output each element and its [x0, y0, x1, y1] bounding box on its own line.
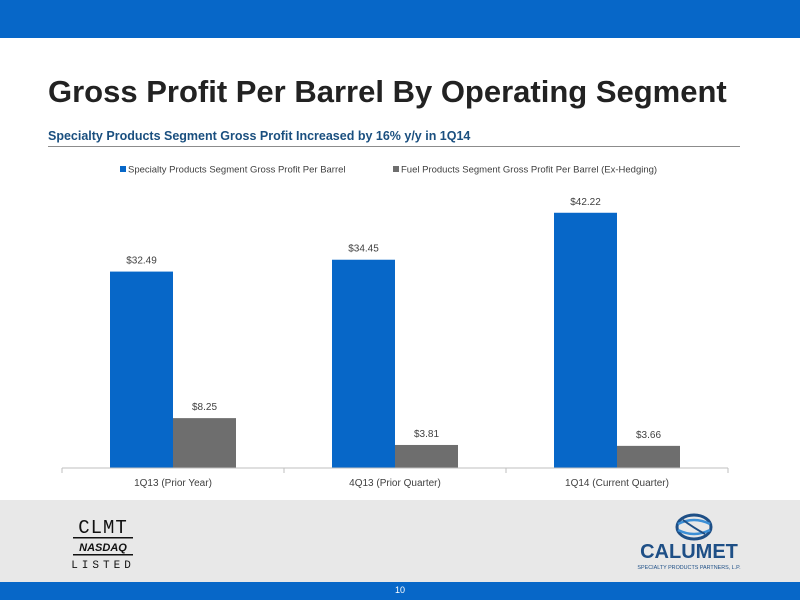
- bar-series2-2: [395, 444, 458, 468]
- x-tick-label-3: 1Q14 (Current Quarter): [565, 478, 669, 489]
- bar-series2-3: [617, 445, 680, 468]
- page-subtitle: Specialty Products Segment Gross Profit …: [48, 129, 471, 143]
- legend-label-2: Fuel Products Segment Gross Profit Per B…: [401, 165, 657, 176]
- data-label-series1-2: $34.45: [348, 244, 379, 255]
- bar-series1-2: [332, 259, 395, 468]
- x-tick-label-2: 4Q13 (Prior Quarter): [349, 478, 441, 489]
- nasdaq-listed-logo: CLMT NASDAQ LISTED: [71, 517, 135, 571]
- data-label-series2-3: $3.66: [636, 430, 661, 441]
- bar-series2-1: [173, 418, 236, 468]
- x-tick-label-1: 1Q13 (Prior Year): [134, 478, 212, 489]
- bottom-banner: [0, 582, 800, 600]
- page-title: Gross Profit Per Barrel By Operating Seg…: [48, 74, 727, 109]
- legend-swatch-1: [120, 166, 126, 172]
- legend-swatch-2: [393, 166, 399, 172]
- bar-series1-1: [110, 271, 173, 468]
- data-label-series2-2: $3.81: [414, 429, 439, 440]
- calumet-logo-name: CALUMET: [640, 541, 738, 563]
- subtitle-divider: [48, 146, 740, 147]
- data-label-series1-1: $32.49: [126, 256, 157, 267]
- legend-label-1: Specialty Products Segment Gross Profit …: [128, 165, 346, 176]
- bar-series1-3: [554, 212, 617, 468]
- calumet-globe-icon: [675, 513, 713, 541]
- calumet-logo-tagline: SPECIALTY PRODUCTS PARTNERS, L.P.: [637, 565, 740, 571]
- calumet-logo: CALUMET SPECIALTY PRODUCTS PARTNERS, L.P…: [637, 513, 741, 571]
- data-label-series2-1: $8.25: [192, 402, 217, 413]
- data-label-series1-3: $42.22: [570, 197, 601, 208]
- bar-chart: Specialty Products Segment Gross Profit …: [61, 165, 729, 489]
- nasdaq-logo-line1: CLMT: [78, 517, 128, 539]
- nasdaq-logo-line3: LISTED: [71, 560, 135, 571]
- page-number: 10: [394, 585, 405, 595]
- top-banner: [0, 0, 800, 38]
- nasdaq-logo-line2: NASDAQ: [79, 542, 127, 554]
- footer-band: [0, 500, 800, 582]
